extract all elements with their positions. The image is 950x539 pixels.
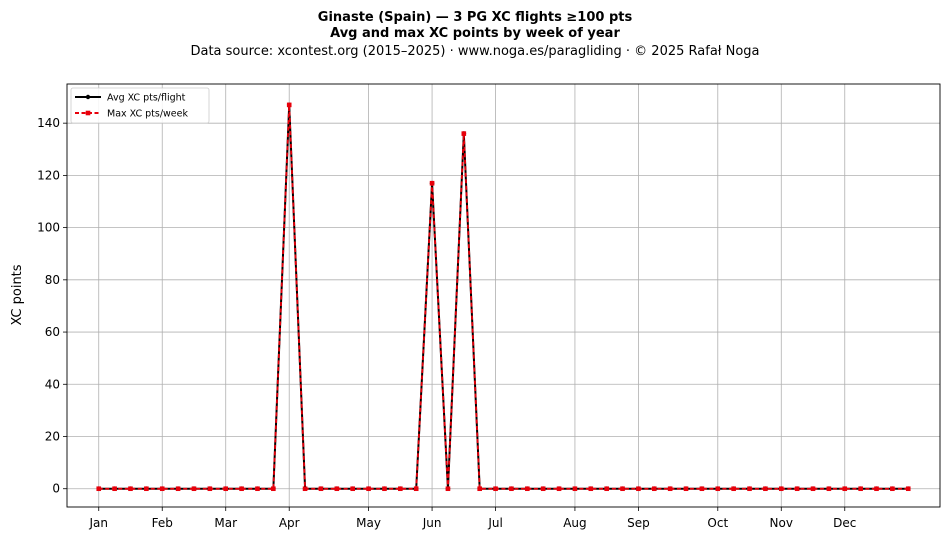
x-tick-label: Feb	[152, 516, 173, 530]
data-point-max	[651, 486, 657, 492]
y-tick-label: 100	[37, 221, 60, 235]
data-point-max	[223, 486, 229, 492]
x-tick-label: Dec	[833, 516, 856, 530]
data-point-max	[429, 180, 435, 186]
data-point-max	[334, 486, 340, 492]
data-point-max	[112, 486, 117, 492]
grid	[67, 84, 940, 507]
data-point-max	[525, 486, 530, 492]
legend-label-max: Max XC pts/week	[107, 109, 188, 120]
legend-marker-max	[85, 110, 91, 116]
y-tick-label: 0	[52, 482, 60, 496]
data-point-max	[890, 486, 895, 492]
data-point-max	[905, 486, 911, 492]
data-point-max	[175, 486, 181, 492]
legend-label-avg: Avg XC pts/flight	[107, 93, 186, 104]
ticks: 0 20 40 60 80 100 120 140 Jan Feb Mar Apr May Jun Jul A…	[37, 116, 856, 530]
data-point-max	[588, 486, 594, 492]
data-point-max	[763, 486, 768, 492]
data-point-max	[731, 486, 736, 492]
data-point-max	[604, 486, 609, 492]
data-point-max	[778, 486, 784, 492]
x-tick-label: Jan	[88, 516, 108, 530]
data-point-max	[874, 486, 879, 492]
data-point-max	[207, 486, 213, 492]
y-tick-label: 140	[37, 116, 60, 130]
x-tick-label: Jun	[422, 516, 442, 530]
data-point-max	[96, 486, 102, 492]
y-tick-label: 20	[45, 430, 60, 444]
data-point-max	[255, 486, 260, 492]
x-tick-label: Aug	[563, 516, 586, 530]
plot-frame	[66, 83, 941, 508]
data-point-max	[509, 486, 514, 492]
data-point-max	[350, 486, 356, 492]
chart-title: Ginaste (Spain) — 3 PG XC flights ≥100 p…	[318, 10, 633, 25]
data-point-max	[318, 486, 324, 492]
chart-source-line: Data source: xcontest.org (2015–2025) · …	[190, 44, 759, 59]
x-tick-label: Sep	[627, 516, 650, 530]
data-point-max	[191, 486, 197, 492]
data-point-max	[413, 486, 419, 492]
data-point-max	[667, 486, 673, 492]
data-point-max	[699, 486, 705, 492]
legend: Avg XC pts/flight Max XC pts/week	[70, 87, 210, 124]
data-point-max	[858, 486, 863, 492]
data-point-max	[715, 486, 721, 492]
data-point-max	[398, 486, 403, 492]
y-axis-label: XC points	[10, 264, 25, 325]
data-point-max	[572, 486, 578, 492]
data-point-max	[636, 486, 641, 492]
data-point-max	[810, 486, 816, 492]
data-point-max	[556, 486, 562, 492]
data-point-max	[271, 486, 276, 492]
data-point-max	[477, 486, 482, 492]
data-point-max	[159, 486, 165, 492]
x-tick-label: Apr	[279, 516, 300, 530]
data-point-max	[683, 486, 689, 492]
x-tick-label: Nov	[770, 516, 793, 530]
series-line-avg	[98, 103, 909, 490]
data-point-max	[747, 486, 752, 492]
data-point-max	[382, 486, 387, 492]
data-point-max	[461, 131, 467, 136]
x-tick-label: Mar	[214, 516, 237, 530]
data-point-max	[842, 486, 848, 492]
data-point-max	[239, 486, 244, 492]
data-point-max	[620, 486, 625, 492]
data-point-max	[144, 486, 149, 492]
y-tick-label: 40	[45, 377, 60, 391]
legend-marker-avg	[85, 94, 91, 100]
data-point-max	[302, 486, 308, 492]
x-tick-label: May	[356, 516, 381, 530]
series-line-max	[98, 103, 909, 490]
data-point-max	[128, 486, 133, 492]
y-tick-label: 120	[37, 168, 60, 182]
data-point-max	[445, 486, 451, 492]
chart-subtitle: Avg and max XC points by week of year	[330, 26, 620, 41]
x-tick-label: Oct	[707, 516, 728, 530]
data-point-max	[540, 486, 546, 492]
y-tick-label: 80	[45, 273, 60, 287]
data-point-max	[286, 102, 292, 108]
data-point-max	[794, 486, 800, 492]
x-tick-label: Jul	[487, 516, 502, 530]
data-point-max	[493, 486, 498, 492]
data-point-max	[826, 486, 832, 492]
data-point-max	[366, 486, 371, 492]
y-tick-label: 60	[45, 325, 60, 339]
series-layer	[96, 102, 911, 492]
legend-frame	[70, 87, 210, 124]
